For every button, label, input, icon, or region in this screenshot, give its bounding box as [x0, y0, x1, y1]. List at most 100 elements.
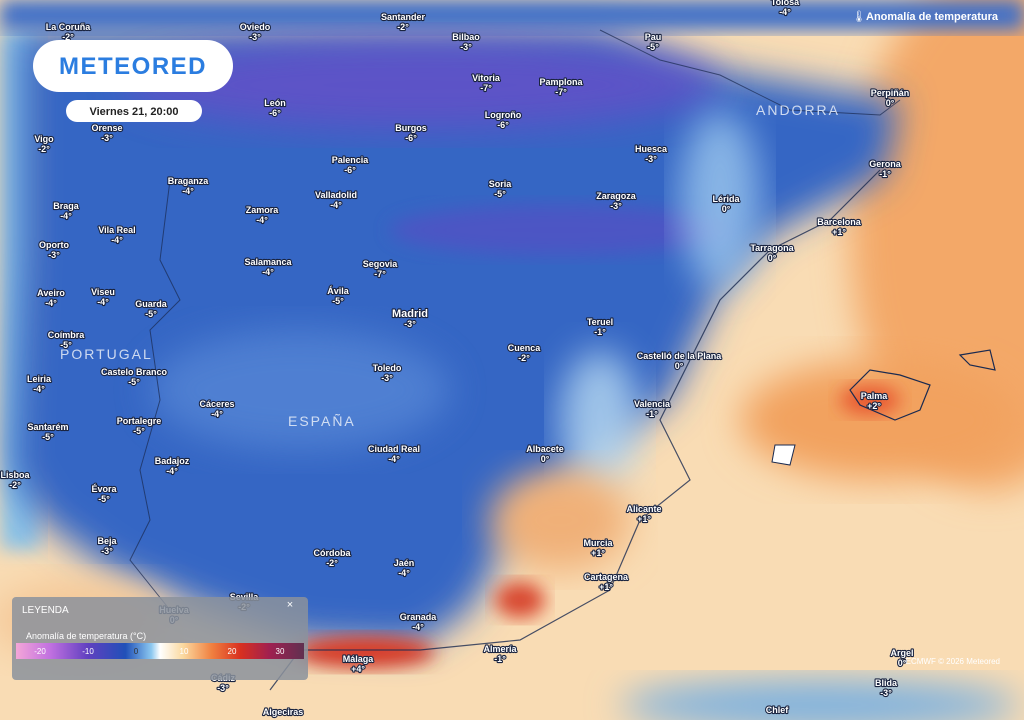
city-name: Ciudad Real — [368, 444, 420, 454]
city-name: Lisboa — [0, 470, 30, 480]
city-value: -5° — [145, 309, 157, 319]
city-name: Tolosa — [771, 0, 800, 7]
city-name: Valencia — [634, 399, 671, 409]
legend-scale — [16, 643, 304, 659]
city-name: Alicante — [626, 504, 661, 514]
city-value: -7° — [555, 87, 567, 97]
city-value: 0° — [898, 658, 907, 668]
city-name: Braga — [53, 201, 80, 211]
city-name: Oporto — [39, 240, 69, 250]
city-name: Leiria — [27, 374, 52, 384]
legend-scale-label: 20 — [228, 647, 237, 656]
city-name: Málaga — [343, 654, 375, 664]
city-value: -1° — [646, 409, 658, 419]
city-name: Lérida — [712, 194, 740, 204]
logo[interactable]: METEORED — [33, 40, 233, 92]
city-name: Aveiro — [37, 288, 65, 298]
city-value: -4° — [779, 7, 791, 17]
city-name: Oviedo — [240, 22, 271, 32]
city-value: -1° — [594, 327, 606, 337]
city-value: -2° — [518, 353, 530, 363]
city-name: Palma — [861, 391, 889, 401]
city-value: -3° — [101, 133, 113, 143]
city-value: -5° — [332, 296, 344, 306]
city-name: Barcelona — [817, 217, 862, 227]
city-value: 0° — [675, 361, 684, 371]
city-name: Vitoria — [472, 73, 501, 83]
city-value: -3° — [645, 154, 657, 164]
city-name: Murcia — [583, 538, 613, 548]
city-value: +4° — [351, 664, 365, 674]
legend-scale-labels: -20 -10 0 10 20 30 — [34, 647, 285, 656]
city-name: Cáceres — [199, 399, 234, 409]
country-label: ESPAÑA — [288, 413, 356, 429]
city-value: -4° — [388, 454, 400, 464]
city-value: -4° — [111, 235, 123, 245]
city-value: -3° — [610, 201, 622, 211]
city-name: Badajoz — [155, 456, 190, 466]
city-value: +1° — [591, 548, 605, 558]
city-value: -4° — [33, 384, 45, 394]
city-value: -4° — [45, 298, 57, 308]
city-name: Guarda — [135, 299, 168, 309]
legend-scale-label: 0 — [134, 647, 139, 656]
city-name: Cartagena — [584, 572, 629, 582]
city-value: -2° — [326, 558, 338, 568]
city-name: Huesca — [635, 144, 668, 154]
city-name: Madrid — [392, 308, 428, 320]
city-name: Soria — [489, 179, 513, 189]
datetime: Viernes 21, 20:00 — [89, 106, 178, 118]
city-name: Castelló de la Plana — [637, 351, 723, 361]
legend-close[interactable]: × — [287, 599, 293, 611]
city-value: -6° — [497, 120, 509, 130]
city-name: Burgos — [395, 123, 427, 133]
city-name: Coímbra — [48, 330, 86, 340]
city-name: Valladolid — [315, 190, 357, 200]
city-name: Blida — [875, 678, 898, 688]
city-value: 0° — [722, 204, 731, 214]
city-value: +1° — [637, 514, 651, 524]
logo-pill — [33, 40, 233, 92]
city-value: 0° — [541, 454, 550, 464]
city-value: -3° — [101, 546, 113, 556]
city-value: -4° — [330, 200, 342, 210]
city-name: Zaragoza — [596, 191, 637, 201]
city-name: Vila Real — [98, 225, 135, 235]
city-value: -4° — [398, 568, 410, 578]
city-name: Orense — [91, 123, 122, 133]
date-pill — [66, 100, 202, 122]
city-value: -6° — [344, 165, 356, 175]
city-name: Braganza — [168, 176, 210, 186]
city-value: -5° — [60, 340, 72, 350]
city-value: -3° — [217, 683, 229, 693]
city-value: -4° — [182, 186, 194, 196]
city-name: Albacete — [526, 444, 564, 454]
city-value: -3° — [249, 32, 261, 42]
city-value: -4° — [256, 215, 268, 225]
legend-scale-label: 10 — [180, 647, 189, 656]
city-name: Évora — [91, 484, 117, 494]
city-name: Beja — [97, 536, 117, 546]
city-value: +1° — [832, 227, 846, 237]
city-name: Chlef — [766, 705, 790, 715]
city-value: -2° — [397, 22, 409, 32]
city-name: Bilbao — [452, 32, 480, 42]
thermometer-icon: 🌡 — [852, 10, 866, 23]
city-value: +1° — [599, 582, 613, 592]
city-name: Castelo Branco — [101, 367, 168, 377]
city-value: -5° — [494, 189, 506, 199]
city-name: Salamanca — [244, 257, 292, 267]
city-name: Algeciras — [263, 707, 304, 717]
city-name: Cuenca — [508, 343, 542, 353]
city-name: Santarém — [27, 422, 68, 432]
city-value: -7° — [480, 83, 492, 93]
city-name: Toledo — [373, 363, 402, 373]
city-name: Ávila — [327, 286, 350, 296]
layer-title[interactable]: Anomalía de temperatura — [866, 11, 999, 23]
city-name: Gerona — [869, 159, 902, 169]
city-value: -3° — [404, 319, 416, 329]
country-labels: PORTUGAL ESPAÑA ANDORRA — [60, 102, 838, 429]
